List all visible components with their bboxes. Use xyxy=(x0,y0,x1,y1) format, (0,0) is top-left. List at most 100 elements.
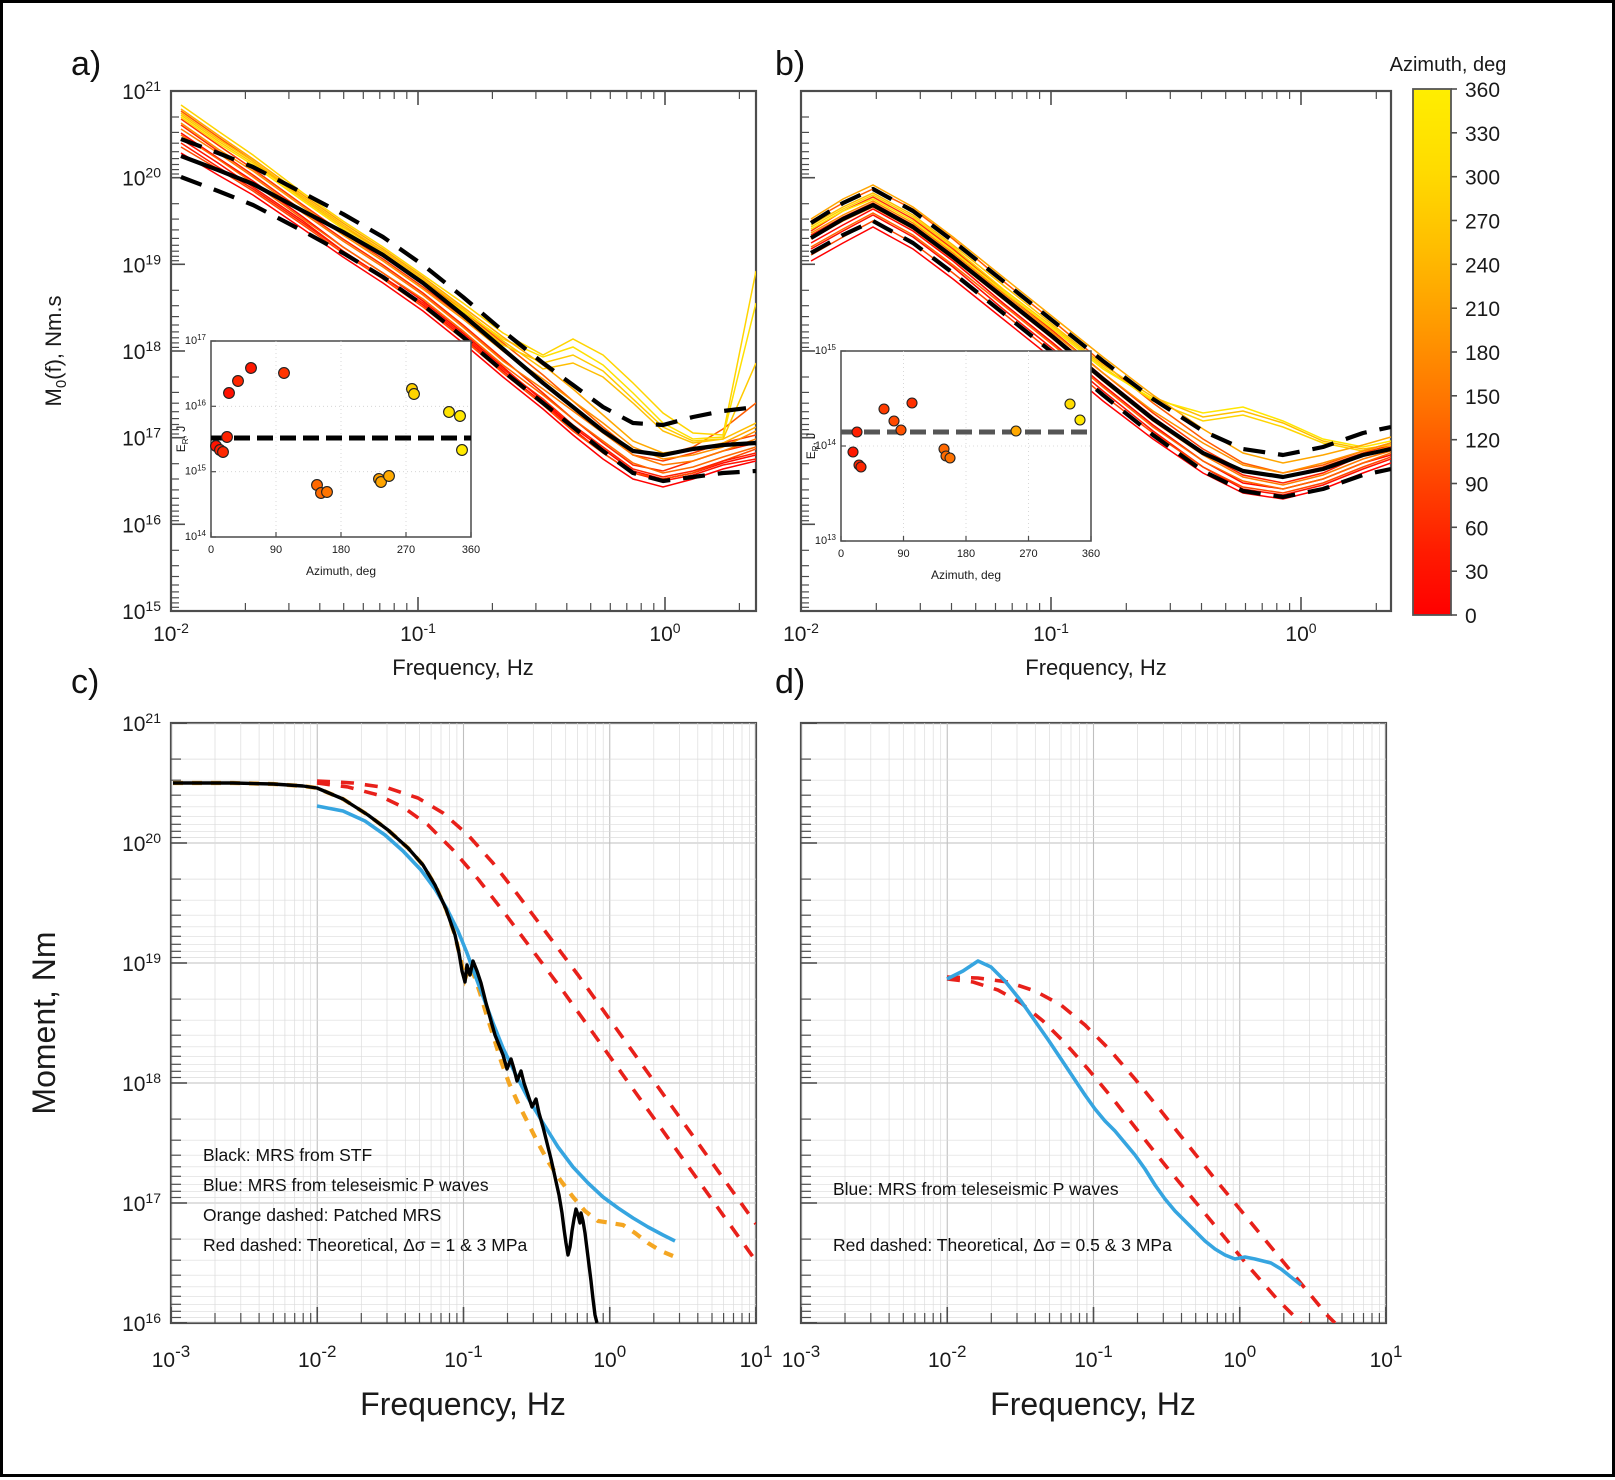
colorbar: Azimuth, deg 360 330 300 270 240 210 180 xyxy=(1390,54,1507,628)
panel-a-ytick-3: 1018 xyxy=(122,338,161,364)
panel-a: 1021 1020 1019 1018 1017 1016 1015 xyxy=(3,3,793,683)
panel-b-yticks xyxy=(801,90,815,612)
panel-c-xtick-2: 10-1 xyxy=(444,1342,482,1372)
panel-a-inset-ylabel: ER, J xyxy=(174,426,190,452)
panel-c-ytick-0: 1021 xyxy=(122,710,161,736)
panel-a-inset-xtick-2: 180 xyxy=(332,544,350,556)
panel-d-mrs-teleseismic xyxy=(946,959,1303,1287)
panel-a-inset-xtick-1: 90 xyxy=(270,544,282,556)
panel-c-legend-item-1: Blue: MRS from teleseismic P waves xyxy=(203,1175,489,1195)
panel-d-theoretical-05mpa xyxy=(946,975,1337,1323)
panel-c-xtick-3: 100 xyxy=(593,1342,626,1372)
panel-a-ytick-2: 1019 xyxy=(122,251,161,277)
panel-c-curves xyxy=(173,779,756,1323)
panel-d-legend-item-0: Blue: MRS from teleseismic P waves xyxy=(833,1179,1119,1199)
panel-c-ytick-3: 1018 xyxy=(122,1070,161,1096)
panel-d-legend-item-1: Red dashed: Theoretical, Δσ = 0.5 & 3 MP… xyxy=(833,1235,1172,1255)
colorbar-tick-2: 300 xyxy=(1465,167,1500,190)
panel-a-inset-xtick-4: 360 xyxy=(462,544,480,556)
colorbar-tick-0: 360 xyxy=(1465,79,1500,102)
panel-c-ytick-4: 1017 xyxy=(122,1190,161,1216)
panel-b-inset-xlabel: Azimuth, deg xyxy=(931,568,1001,582)
panel-c-legend: Black: MRS from STF Blue: MRS from teles… xyxy=(203,1145,527,1255)
panel-b-xtick-2: 100 xyxy=(1285,620,1316,646)
panel-d-theoretical-3mpa xyxy=(946,977,1303,1323)
panel-b-inset-xtick-3: 270 xyxy=(1019,548,1037,560)
panel-c-legend-item-3: Red dashed: Theoretical, Δσ = 1 & 3 MPa xyxy=(203,1235,527,1255)
panel-d-xtick-4: 101 xyxy=(1370,1342,1403,1372)
colorbar-tick-9: 90 xyxy=(1465,474,1488,497)
panel-b-inset-xtick-4: 360 xyxy=(1082,548,1100,560)
panel-a-xlabel: Frequency, Hz xyxy=(392,655,533,680)
panel-a-label: a) xyxy=(71,45,102,83)
panel-c-legend-item-0: Black: MRS from STF xyxy=(203,1145,372,1165)
colorbar-title: Azimuth, deg xyxy=(1390,54,1507,76)
panel-c: 1021 1020 1019 1018 1017 1016 xyxy=(3,703,793,1480)
panel-c-grid xyxy=(171,723,756,1323)
panel-d-label: d) xyxy=(775,663,806,701)
panel-b-yminorticks xyxy=(801,116,809,608)
panel-a-ytick-1: 1020 xyxy=(122,165,161,191)
colorbar-tick-4: 240 xyxy=(1465,254,1500,277)
colorbar-tick-3: 270 xyxy=(1465,211,1500,234)
panel-d-grid xyxy=(801,723,1386,1323)
panel-d: 10-3 10-2 10-1 100 101 Frequency, Hz Blu… xyxy=(773,703,1615,1480)
panel-c-svg: 1021 1020 1019 1018 1017 1016 xyxy=(26,710,773,1422)
panel-b: 10-2 10-1 100 Frequency, Hz xyxy=(773,3,1615,683)
panel-a-ytick-0: 1021 xyxy=(122,78,161,104)
panel-c-theoretical-1mpa xyxy=(316,779,756,1226)
panel-a-inset-points xyxy=(210,362,468,499)
panel-d-legend: Blue: MRS from teleseismic P waves Red d… xyxy=(833,1179,1172,1255)
panel-a-xtick-1: 10-1 xyxy=(400,620,436,646)
panel-d-xtick-3: 100 xyxy=(1223,1342,1256,1372)
colorbar-tick-8: 120 xyxy=(1465,430,1500,453)
panel-b-inset-ylabel: ER, J xyxy=(804,433,820,459)
panel-b-xlabel: Frequency, Hz xyxy=(1025,655,1166,680)
panel-b-xtick-0: 10-2 xyxy=(783,620,819,646)
panel-c-mrs-stf xyxy=(173,781,599,1323)
panel-b-inset-xtick-2: 180 xyxy=(957,548,975,560)
panel-c-legend-item-2: Orange dashed: Patched MRS xyxy=(203,1205,441,1225)
panel-a-ylabel: M0(f), Nm.s xyxy=(41,296,70,407)
panel-d-svg: 10-3 10-2 10-1 100 101 Frequency, Hz Blu… xyxy=(782,721,1403,1422)
panel-a-inset-xtick-3: 270 xyxy=(397,544,415,556)
panel-c-xlabel: Frequency, Hz xyxy=(360,1386,566,1422)
colorbar-tick-11: 30 xyxy=(1465,561,1488,584)
panel-a-inset-xtick-0: 0 xyxy=(208,544,214,556)
panel-c-mrs-teleseismic xyxy=(316,804,676,1243)
panel-d-curves xyxy=(946,959,1337,1323)
panel-a-curves xyxy=(180,104,756,488)
panel-a-inset: 1017 1016 1015 1014 0 90 180 270 360 Azi… xyxy=(174,333,480,578)
panel-c-ylabel: Moment, Nm xyxy=(26,931,62,1114)
panel-c-xtick-0: 10-3 xyxy=(152,1342,190,1372)
panel-a-ytick-4: 1017 xyxy=(122,425,161,451)
panel-a-ytick-5: 1016 xyxy=(122,511,161,537)
colorbar-gradient xyxy=(1412,88,1452,616)
panel-b-label: b) xyxy=(775,45,806,83)
panel-c-label: c) xyxy=(71,663,100,701)
panel-c-ytick-1: 1020 xyxy=(122,830,161,856)
panel-a-ytick-6: 1015 xyxy=(122,598,161,624)
panel-d-xtick-1: 10-2 xyxy=(928,1342,966,1372)
panel-b-xtick-1: 10-1 xyxy=(1033,620,1069,646)
colorbar-tick-7: 150 xyxy=(1465,386,1500,409)
panel-b-svg: 10-2 10-1 100 Frequency, Hz xyxy=(783,54,1507,680)
panel-a-svg: 1021 1020 1019 1018 1017 1016 1015 xyxy=(41,78,758,680)
panel-b-inset-xtick-0: 0 xyxy=(838,548,844,560)
panel-d-xlabel: Frequency, Hz xyxy=(990,1386,1196,1422)
colorbar-tick-1: 330 xyxy=(1465,123,1500,146)
panel-b-inset-points xyxy=(847,397,1086,473)
panel-b-inset-xtick-1: 90 xyxy=(897,548,909,560)
panel-c-xtick-4: 101 xyxy=(740,1342,773,1372)
panel-c-ytick-5: 1016 xyxy=(122,1310,161,1336)
panel-d-yaxis xyxy=(801,722,817,1324)
colorbar-tick-12: 0 xyxy=(1465,605,1477,628)
panel-d-xtick-0: 10-3 xyxy=(782,1342,820,1372)
panel-a-xtick-0: 10-2 xyxy=(153,620,189,646)
panel-c-ytick-2: 1019 xyxy=(122,950,161,976)
colorbar-tick-6: 180 xyxy=(1465,342,1500,365)
panel-c-xtick-1: 10-2 xyxy=(298,1342,336,1372)
panel-b-black-curves xyxy=(809,186,1391,500)
panel-b-inset: 1015 1014 1013 0 90 180 270 360 Azimuth,… xyxy=(804,343,1100,582)
